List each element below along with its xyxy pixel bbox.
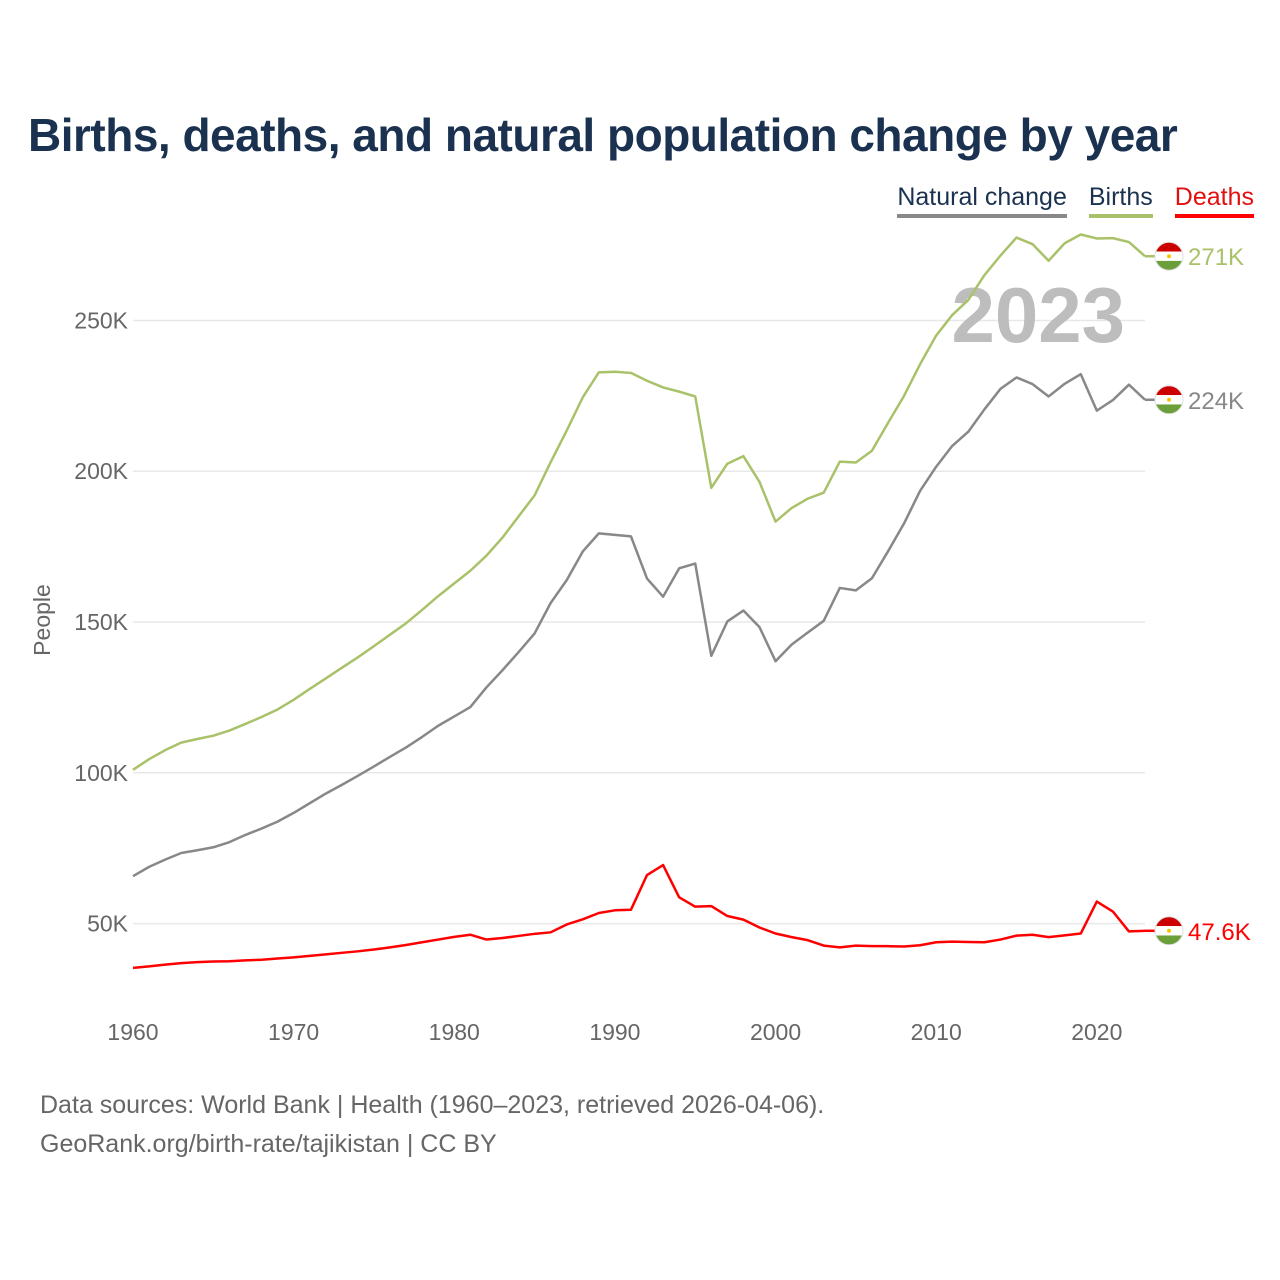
end-value-label-births: 271K [1188, 244, 1244, 271]
x-tick-label: 1970 [268, 1019, 319, 1045]
y-axis-ticks: 50K 100K 150K 200K 250K [74, 307, 128, 936]
x-tick-label: 1960 [107, 1019, 158, 1045]
source-note: Data sources: World Bank | Health (1960–… [40, 1086, 824, 1164]
tajikistan-flag-icon [1154, 916, 1184, 946]
x-tick-label: 2010 [911, 1019, 962, 1045]
legend-births[interactable]: Births [1088, 182, 1153, 218]
tajikistan-flag-icon [1154, 385, 1184, 415]
x-tick-label: 1980 [429, 1019, 480, 1045]
source-line-2[interactable]: GeoRank.org/birth-rate/tajikistan | CC B… [40, 1130, 497, 1158]
x-tick-label: 2000 [750, 1019, 801, 1045]
end-value-label-natural-change: 224K [1188, 388, 1244, 415]
y-tick-label: 150K [74, 609, 128, 635]
y-tick-label: 250K [74, 307, 128, 333]
end-value-label-deaths: 47.6K [1188, 919, 1251, 946]
chart-title: Births, deaths, and natural population c… [28, 109, 1178, 161]
y-tick-label: 200K [74, 458, 128, 484]
series-line-births[interactable] [132, 233, 1146, 771]
y-tick-label: 100K [74, 760, 128, 786]
series-line-deaths[interactable] [132, 863, 1146, 970]
year-watermark: 2023 [951, 271, 1125, 359]
x-axis-ticks: 1960 1970 1980 1990 2000 2010 2020 [107, 1019, 1122, 1045]
legend-deaths[interactable]: Deaths [1174, 182, 1254, 218]
legend-natural-change[interactable]: Natural change [897, 182, 1067, 218]
y-axis-label: People [29, 584, 55, 656]
series-line-natural-change[interactable] [132, 372, 1146, 878]
tajikistan-flag-icon [1154, 241, 1184, 271]
x-tick-label: 2020 [1071, 1019, 1122, 1045]
source-line-1: Data sources: World Bank | Health (1960–… [40, 1091, 825, 1119]
series-end-markers: 271K 224K 47.6K [1145, 241, 1251, 946]
gridlines [133, 319, 1145, 925]
series-lines [132, 233, 1146, 970]
legend: Natural change Births Deaths [897, 182, 1254, 218]
x-tick-label: 1990 [589, 1019, 640, 1045]
y-tick-label: 50K [87, 911, 129, 937]
